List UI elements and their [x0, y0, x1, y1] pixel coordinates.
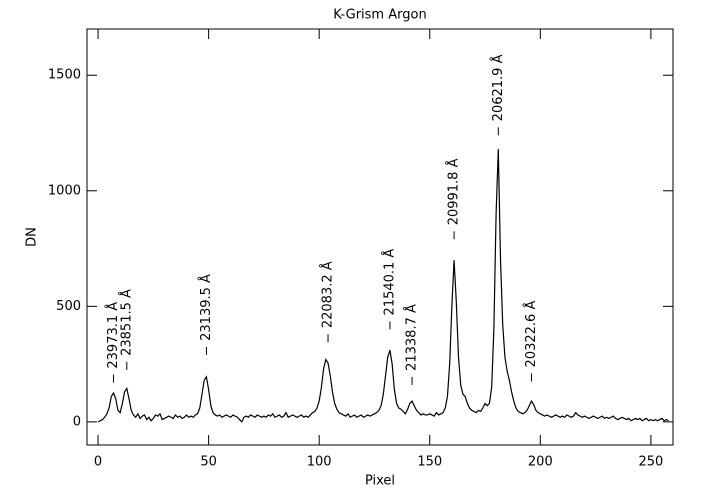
- annotation-label: 20991.8 Å: [446, 158, 462, 225]
- y-tick-label: 500: [56, 299, 81, 314]
- x-tick-label: 0: [94, 455, 102, 470]
- annotation-label: 22083.2 Å: [320, 261, 336, 328]
- y-tick-label: 0: [73, 414, 81, 429]
- annotation-label: 23139.5 Å: [198, 274, 214, 341]
- y-axis-label: DN: [25, 227, 40, 247]
- y-tick-label: 1500: [48, 68, 81, 83]
- plot-frame: [86, 28, 674, 446]
- x-tick-label: 250: [638, 455, 663, 470]
- chart-title: K-Grism Argon: [333, 8, 426, 23]
- x-tick-label: 200: [528, 455, 553, 470]
- x-axis-label: Pixel: [365, 474, 395, 489]
- annotation-label: 20621.9 Å: [490, 54, 506, 121]
- annotation-label: 23851.5 Å: [118, 289, 134, 356]
- spectrum-line: [97, 149, 669, 423]
- annotation-label: 21338.7 Å: [404, 304, 420, 371]
- x-tick-label: 50: [200, 455, 217, 470]
- y-tick-label: 1000: [48, 183, 81, 198]
- x-tick-label: 100: [307, 455, 332, 470]
- annotation-label: 20322.6 Å: [523, 301, 539, 368]
- annotation-label: 21540.1 Å: [381, 249, 397, 316]
- x-tick-label: 150: [417, 455, 442, 470]
- annotation-label: 23973.1 Å: [105, 302, 121, 369]
